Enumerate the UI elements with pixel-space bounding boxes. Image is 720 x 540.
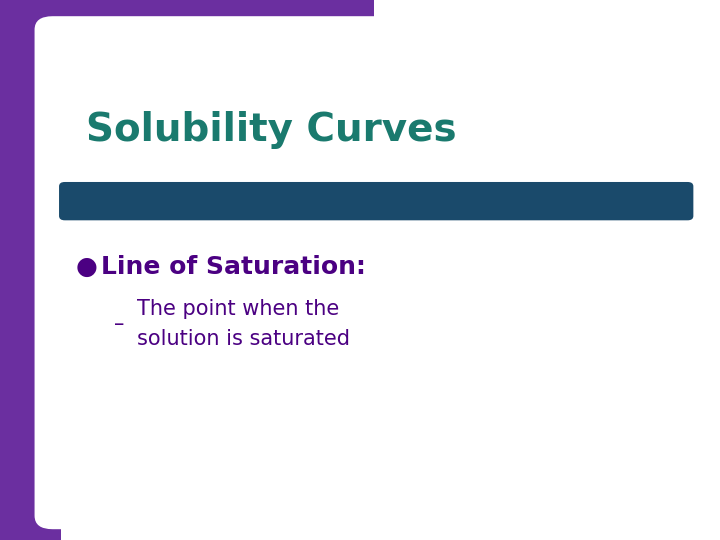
X-axis label: Temperature °C: Temperature °C: [496, 517, 584, 526]
Text: ●: ●: [76, 255, 97, 279]
Text: –: –: [114, 314, 124, 334]
Text: Line of Saturation:: Line of Saturation:: [101, 255, 366, 279]
Y-axis label: Solubility  kg / 100 kg water: Solubility kg / 100 kg water: [343, 293, 351, 420]
Text: Solubility Curves: Solubility Curves: [86, 111, 457, 148]
Text: The point when the
solution is saturated: The point when the solution is saturated: [137, 299, 350, 349]
